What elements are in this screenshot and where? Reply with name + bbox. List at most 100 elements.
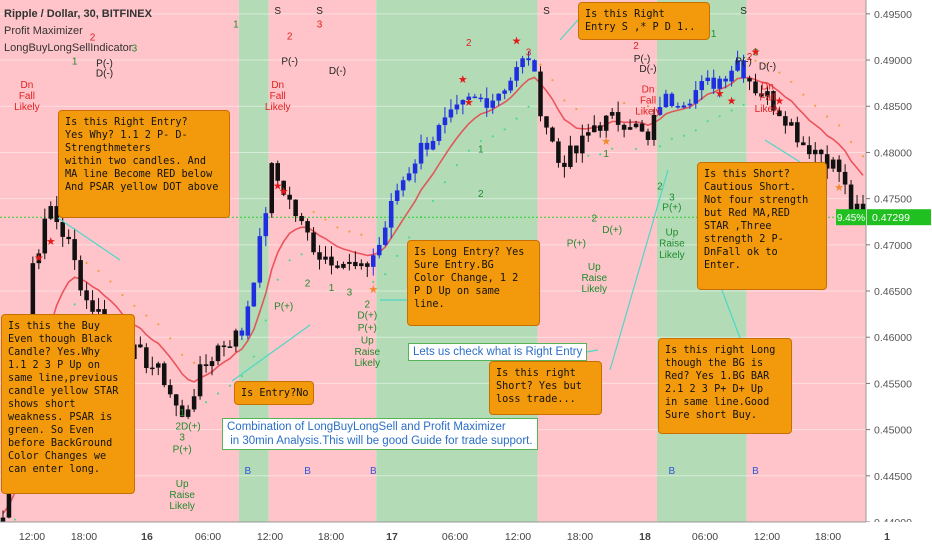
candle-body bbox=[663, 93, 669, 108]
candle-body bbox=[609, 112, 615, 116]
candle-body bbox=[735, 60, 740, 71]
signal-star: ★ bbox=[34, 252, 44, 264]
bg-region-red bbox=[537, 0, 657, 522]
candle-body bbox=[753, 81, 758, 94]
candle-body bbox=[227, 346, 233, 348]
psar-dot bbox=[240, 374, 243, 378]
candle-body bbox=[42, 218, 48, 254]
psar-dot bbox=[85, 261, 88, 265]
candle-body bbox=[347, 261, 352, 264]
signal-label: Likely bbox=[659, 250, 685, 261]
candle-body bbox=[806, 145, 812, 155]
signal-label: 2 bbox=[365, 300, 371, 311]
candle-body bbox=[359, 263, 364, 267]
price-tick-label: 0.47000 bbox=[874, 240, 912, 252]
note-combination: Combination of LongBuyLongSell and Profi… bbox=[222, 418, 538, 450]
time-tick-label: 12:00 bbox=[257, 531, 283, 543]
candle-body bbox=[215, 345, 221, 362]
signal-star: ★ bbox=[46, 236, 56, 248]
candle-body bbox=[323, 256, 328, 260]
psar-dot bbox=[575, 107, 578, 111]
signal-label: Likely bbox=[581, 284, 607, 295]
candle-body bbox=[687, 103, 693, 106]
psar-dot bbox=[408, 236, 411, 239]
candle-body bbox=[842, 171, 848, 185]
candle-body bbox=[54, 206, 60, 223]
candle-body bbox=[860, 203, 866, 213]
candle-body bbox=[60, 222, 65, 237]
price-axis-bg bbox=[866, 0, 932, 550]
signal-star: ★ bbox=[774, 95, 784, 107]
candle-body bbox=[263, 213, 269, 237]
candle-body bbox=[335, 265, 340, 268]
psar-dot bbox=[443, 181, 447, 184]
candle-body bbox=[173, 394, 179, 406]
time-tick-label: 18:00 bbox=[71, 531, 97, 543]
psar-dot bbox=[539, 63, 542, 66]
signal-label: P(+) bbox=[567, 239, 586, 250]
signal-label: Likely bbox=[635, 107, 661, 118]
signal-label: P(-) bbox=[634, 54, 651, 65]
psar-dot bbox=[276, 278, 279, 281]
change-tag-label: 9.45% bbox=[837, 213, 865, 224]
candle-body bbox=[544, 116, 549, 128]
candle-body bbox=[526, 58, 531, 61]
candle-body bbox=[532, 60, 537, 72]
signal-label: P(+) bbox=[358, 323, 377, 334]
psar-dot bbox=[551, 79, 554, 82]
signal-label: 1 bbox=[329, 283, 335, 294]
psar-dot bbox=[623, 101, 626, 105]
signal-label: 1 bbox=[233, 20, 239, 31]
candle-body bbox=[627, 127, 633, 130]
candle-body bbox=[251, 282, 257, 307]
candle-body bbox=[597, 125, 603, 131]
candle-body bbox=[514, 67, 519, 81]
time-tick-label: 18 bbox=[639, 531, 651, 543]
psar-dot bbox=[312, 210, 315, 214]
psar-dot bbox=[455, 164, 458, 167]
candle-body bbox=[239, 330, 245, 336]
candle-body bbox=[233, 330, 239, 347]
note-right-short: Is this right Short? Yes but loss trade.… bbox=[489, 361, 602, 415]
candle-body bbox=[759, 93, 764, 97]
signal-label: Raise bbox=[355, 347, 381, 358]
candle-body bbox=[789, 122, 794, 126]
candle-body bbox=[645, 131, 651, 140]
signal-label: D(+) bbox=[602, 225, 622, 236]
signal-label: Dn bbox=[20, 80, 33, 91]
signal-label: 3 bbox=[526, 47, 532, 58]
candle-body bbox=[36, 253, 42, 264]
signal-label: 1 bbox=[179, 408, 185, 419]
signal-label: 2 bbox=[591, 214, 597, 225]
psar-dot bbox=[145, 314, 148, 317]
candle-body bbox=[203, 364, 209, 367]
price-tick-label: 0.48000 bbox=[874, 147, 912, 159]
signal-label: S bbox=[740, 6, 747, 17]
candle-body bbox=[478, 97, 484, 100]
candle-body bbox=[281, 180, 286, 195]
signal-label: Up bbox=[176, 479, 189, 490]
signal-star: ★ bbox=[368, 284, 378, 296]
psar-dot bbox=[599, 153, 602, 156]
psar-dot bbox=[479, 139, 482, 143]
price-tick-label: 0.44500 bbox=[874, 471, 912, 483]
psar-dot bbox=[360, 233, 363, 236]
candle-body bbox=[550, 127, 555, 142]
note-check-entry: Lets us check what is Right Entry bbox=[408, 343, 588, 361]
psar-dot bbox=[706, 120, 709, 123]
psar-dot bbox=[431, 199, 435, 203]
candle-body bbox=[574, 145, 579, 154]
candle-body bbox=[586, 132, 591, 136]
candle-body bbox=[490, 100, 495, 108]
candle-body bbox=[639, 123, 645, 132]
psar-dot bbox=[682, 134, 685, 137]
signal-label: D(-) bbox=[96, 69, 113, 80]
signal-label: 1 bbox=[478, 144, 484, 155]
candle-body bbox=[717, 78, 722, 89]
candle-body bbox=[72, 239, 77, 261]
candle-body bbox=[580, 135, 585, 154]
psar-dot bbox=[169, 337, 172, 340]
candle-body bbox=[448, 109, 454, 118]
candle-body bbox=[830, 159, 836, 169]
candle-body bbox=[185, 409, 191, 417]
